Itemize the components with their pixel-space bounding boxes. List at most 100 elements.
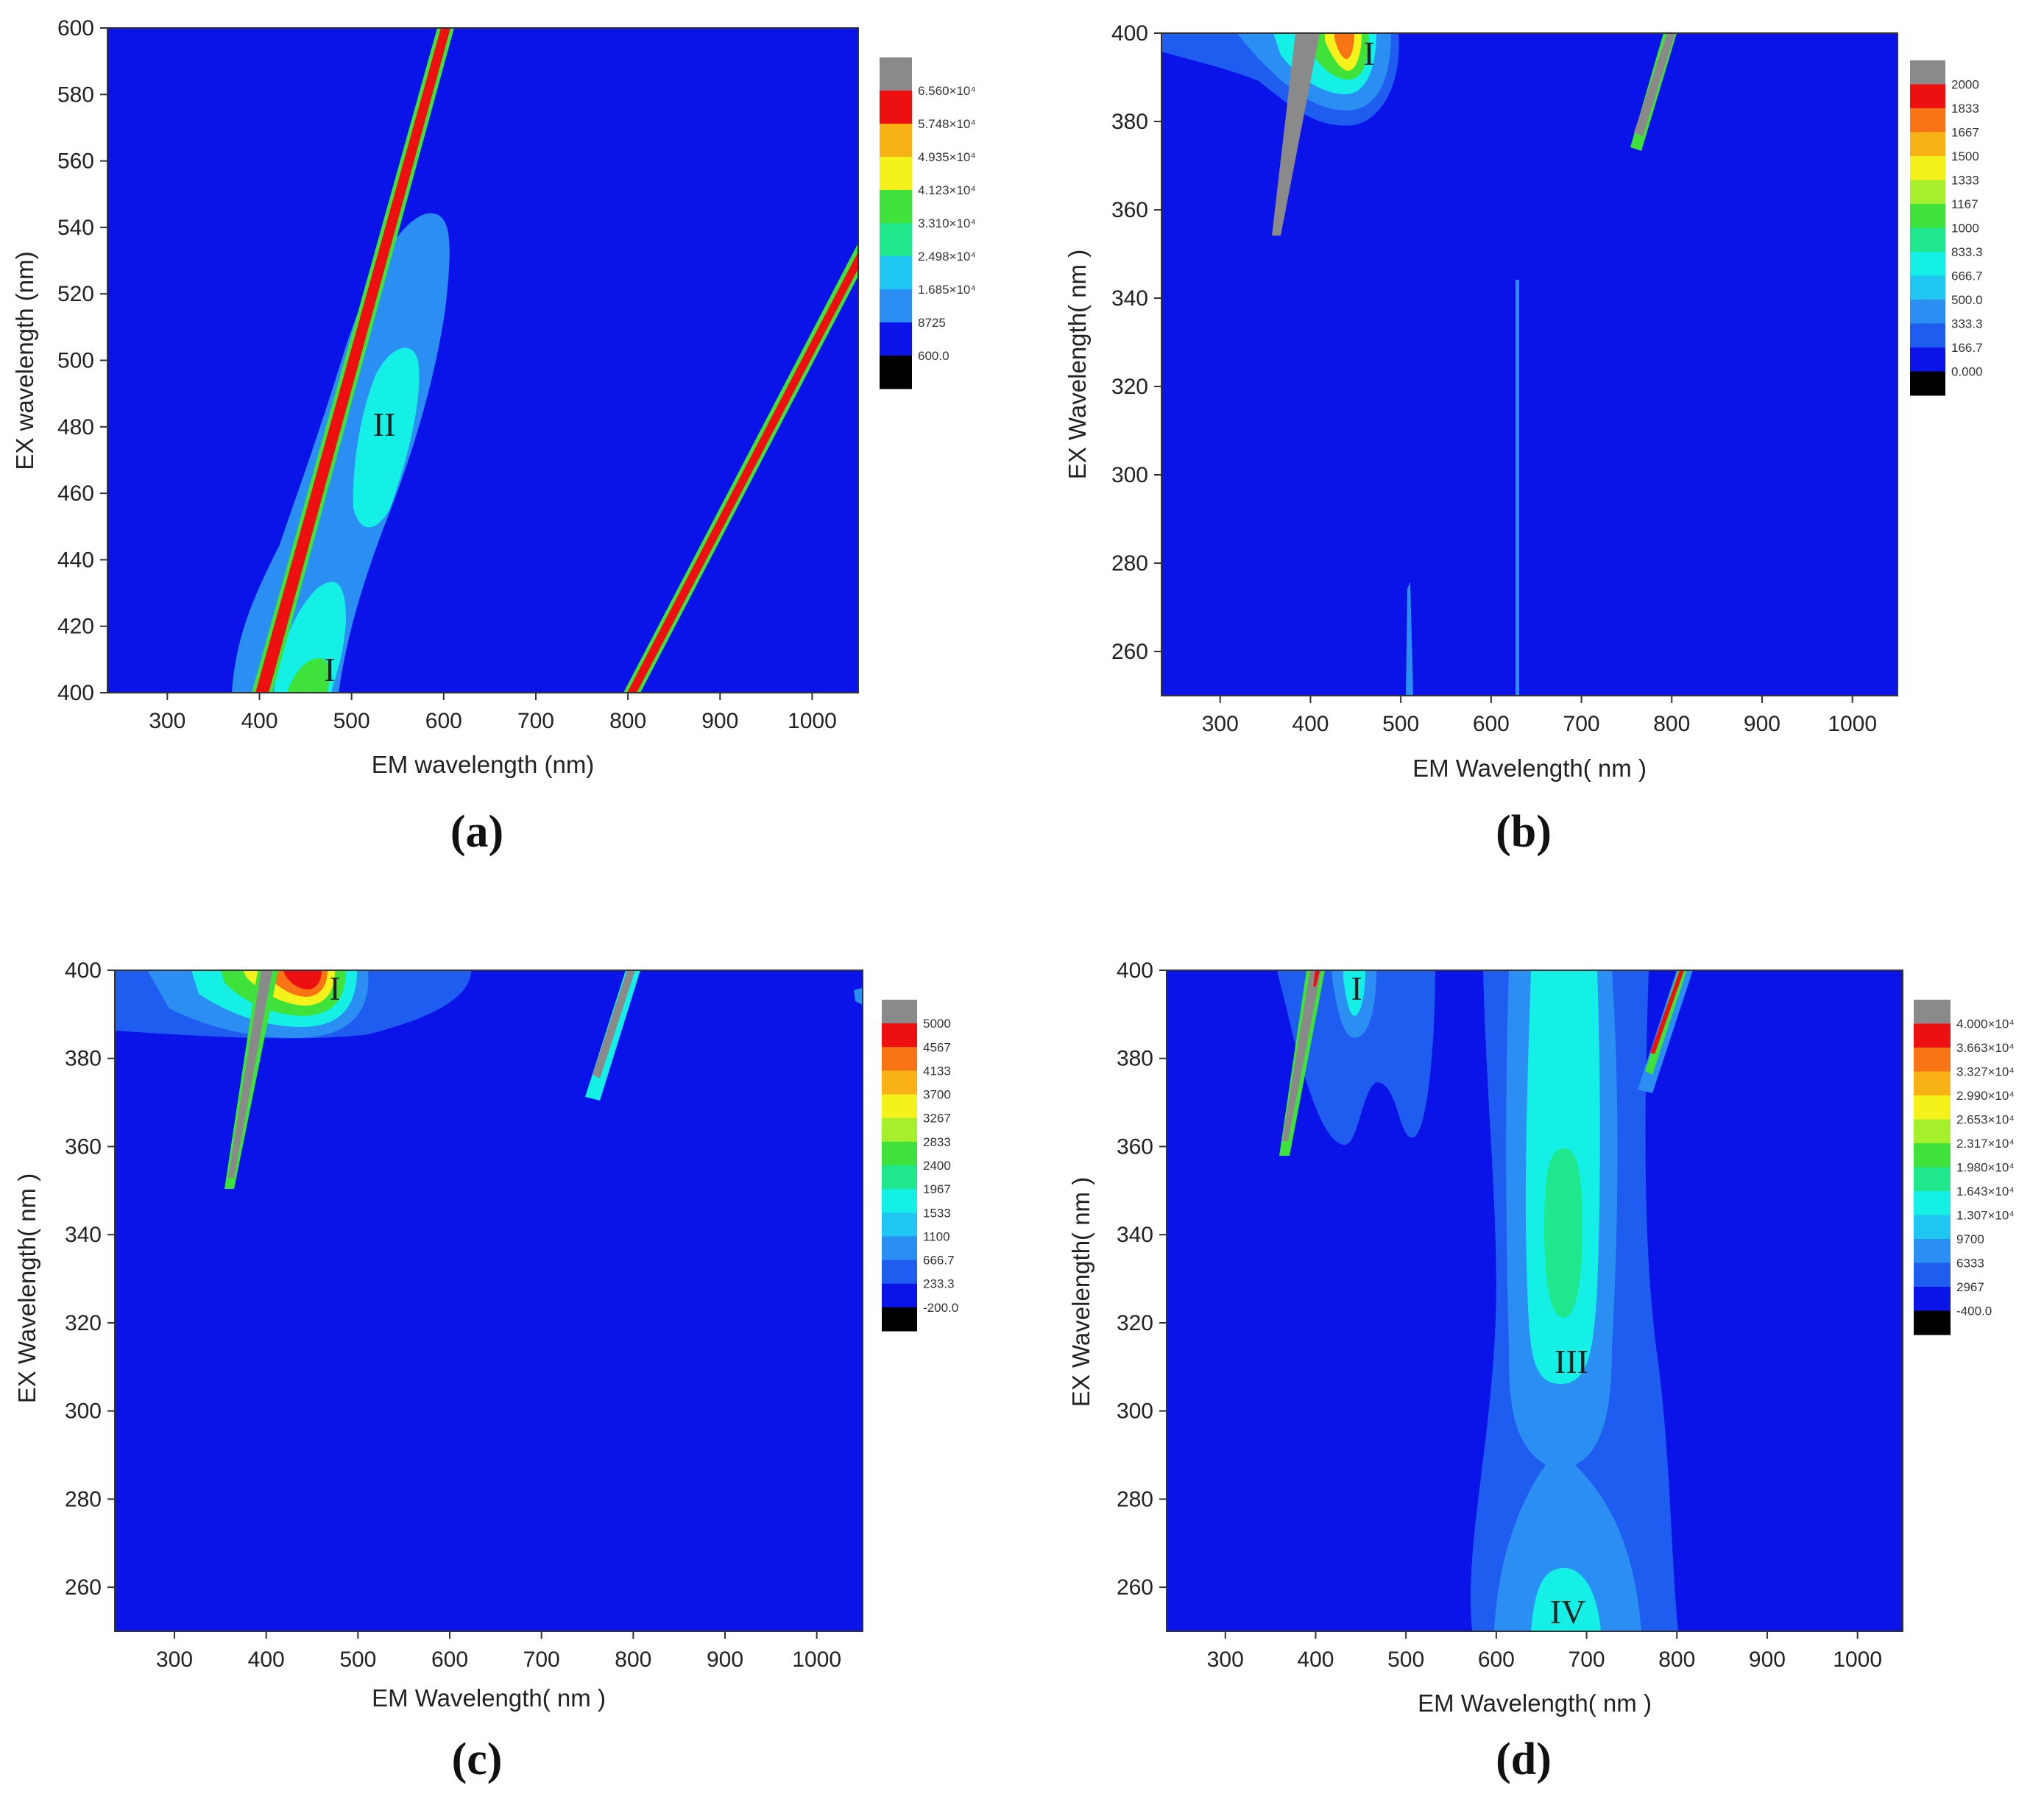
colorbar-swatch	[1910, 204, 1945, 228]
x-tick-label: 900	[701, 709, 738, 733]
x-tick-label: 700	[1569, 1648, 1605, 1672]
x-tick-label: 400	[248, 1648, 285, 1672]
y-tick-label: 340	[65, 1223, 102, 1247]
colorbar-swatch	[1910, 371, 1945, 396]
edge-spot	[854, 988, 863, 1005]
panel-label: (b)	[1496, 807, 1552, 857]
x-tick-label: 600	[425, 709, 462, 733]
colorbar-label: 1667	[1951, 126, 1979, 140]
colorbar-label: 666.7	[923, 1254, 955, 1268]
contour-band11	[283, 970, 322, 990]
scatter-line-1	[1282, 970, 1321, 1141]
contour-i	[274, 582, 346, 693]
y-tick-label: 380	[1111, 110, 1148, 134]
colorbar-label: 2.317×10⁴	[1956, 1137, 2015, 1151]
colorbar-swatch	[882, 1307, 917, 1332]
scatter-line-2	[593, 970, 635, 1078]
colorbar-swatch	[880, 356, 912, 389]
colorbar-swatch	[882, 1212, 917, 1237]
y-tick-label: 260	[1111, 640, 1148, 664]
colorbar-label: 4.000×10⁴	[1956, 1017, 2015, 1031]
colorbar-swatch	[882, 1236, 917, 1261]
colorbar-label: 2.653×10⁴	[1956, 1113, 2015, 1127]
colorbar-label: 3700	[923, 1088, 951, 1102]
colorbar-label: 3.310×10⁴	[918, 216, 976, 230]
x-tick-label: 700	[517, 709, 554, 733]
x-tick-label: 500	[1387, 1648, 1424, 1672]
colorbar-swatch	[1910, 132, 1945, 157]
x-tick-label: 400	[1292, 712, 1329, 736]
contour-i-core	[287, 658, 330, 693]
x-tick-label: 900	[707, 1648, 743, 1672]
colorbar-swatch	[1910, 60, 1945, 85]
colorbar-label: 4.123×10⁴	[918, 183, 976, 197]
colorbar-label: 1833	[1951, 102, 1979, 116]
colorbar-label: 2833	[923, 1135, 951, 1149]
colorbar-swatch	[1910, 84, 1945, 109]
colorbar-swatch	[880, 124, 912, 158]
colorbar-swatch	[1914, 1143, 1951, 1168]
y-tick-label: 440	[57, 548, 94, 572]
x-tick-label: 800	[1653, 712, 1690, 736]
x-axis-label: EM wavelength (nm)	[372, 751, 595, 778]
y-tick-label: 360	[65, 1134, 102, 1159]
colorbar-d: 4.000×10⁴ 3.663×10⁴ 3.327×10⁴ 2.990×10⁴ 2.65…	[1914, 1000, 2015, 1335]
colorbar-swatch	[880, 223, 912, 257]
colorbar-label: 833.3	[1951, 245, 1983, 259]
colorbar-label: 3.327×10⁴	[1956, 1065, 2015, 1079]
colorbar-swatch	[882, 1000, 917, 1024]
scatter-line-1	[228, 970, 272, 1178]
y-tick-label: 280	[1117, 1487, 1153, 1511]
colorbar-swatch	[1914, 1215, 1951, 1240]
colorbar-swatch	[1910, 323, 1945, 348]
y-tick-label: 560	[57, 149, 94, 174]
colorbar-swatch	[1910, 275, 1945, 300]
colorbar-swatch	[882, 1165, 917, 1190]
plot-area	[1161, 33, 1898, 696]
y-tick-label: 540	[57, 216, 94, 240]
colorbar-label: 3267	[923, 1112, 951, 1126]
x-tick-label: 800	[609, 709, 646, 733]
x-tick-label: 300	[1202, 712, 1239, 736]
scatter-line-1	[1272, 33, 1320, 236]
contour-i-core	[1343, 970, 1365, 1016]
colorbar-swatch	[1914, 1071, 1951, 1096]
contour-iii-green	[1544, 1148, 1582, 1318]
colorbar-label: 1.307×10⁴	[1956, 1209, 2015, 1223]
x-tick-label: 1000	[1828, 712, 1877, 736]
x-tick-label: 1000	[792, 1648, 841, 1672]
colorbar-swatch	[882, 1047, 917, 1071]
contour-i-outer	[1277, 970, 1435, 1145]
colorbar-label: 6333	[1956, 1257, 1984, 1271]
plot-frame	[1161, 32, 1898, 696]
y-tick-label: 280	[65, 1487, 102, 1511]
colorbar-label: 3.663×10⁴	[1956, 1041, 2015, 1055]
region-label: I	[324, 651, 335, 688]
colorbar-swatch	[1910, 347, 1945, 372]
colorbar-swatch	[1914, 1263, 1951, 1288]
panel-d: 300 400 500 600 700 800 900 1000 260 280 300 320 340…	[1053, 935, 2044, 1808]
contour-iv	[1531, 1568, 1601, 1631]
x-tick-label: 600	[431, 1648, 468, 1672]
y-tick-label: 600	[57, 16, 94, 40]
colorbar-swatch	[1910, 156, 1945, 180]
streak-620	[1516, 280, 1519, 696]
colorbar-swatch	[1914, 1023, 1951, 1048]
colorbar-swatch	[1914, 1239, 1951, 1263]
y-tick-label: 320	[1117, 1311, 1153, 1335]
colorbar-swatch	[882, 1023, 917, 1048]
x-tick-label: 900	[1744, 712, 1780, 736]
x-tick-label: 600	[1473, 712, 1510, 736]
colorbar-swatch	[1910, 252, 1945, 276]
x-axis-label: EM Wavelength( nm )	[372, 1684, 606, 1712]
x-tick-label: 300	[156, 1648, 193, 1672]
colorbar-swatch	[1910, 180, 1945, 205]
colorbar-label: 4.935×10⁴	[918, 150, 976, 164]
colorbar-swatch	[1914, 1119, 1951, 1144]
y-tick-label: 260	[1117, 1575, 1153, 1600]
y-tick-label: 400	[1117, 958, 1153, 983]
y-tick-label: 400	[1111, 21, 1148, 46]
scatter-line-2-outer	[623, 243, 858, 693]
colorbar-label: 1.643×10⁴	[1956, 1184, 2015, 1198]
colorbar-label: 0.000	[1951, 365, 1983, 379]
